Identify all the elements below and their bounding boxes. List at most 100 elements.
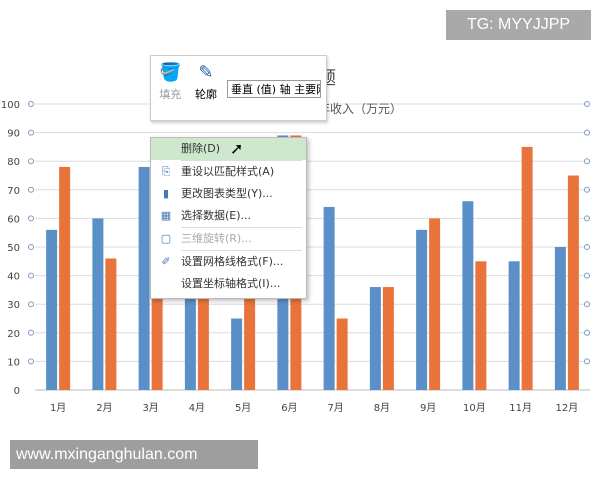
bar bbox=[508, 261, 520, 390]
selection-handle bbox=[28, 215, 34, 222]
menu-item: ▢ 三维旋转(R)... bbox=[151, 228, 306, 250]
bar bbox=[244, 275, 256, 390]
menu-item[interactable]: 设置坐标轴格式(I)... bbox=[151, 273, 306, 295]
watermark: www.mxinganghulan.com bbox=[10, 440, 258, 469]
mouse-cursor-icon: ➚ bbox=[230, 139, 244, 158]
selection-handle bbox=[28, 358, 34, 365]
pen-outline-icon: ✎ bbox=[198, 62, 214, 83]
menu-item[interactable]: 删除(D) bbox=[151, 138, 306, 160]
menu-item[interactable]: ▮ 更改图表类型(Y)... bbox=[151, 183, 306, 205]
chart-type-icon: ▮ bbox=[162, 187, 170, 200]
bar bbox=[138, 166, 150, 390]
context-menu: 删除(D) ⎘ 重设以匹配样式(A) ▮ 更改图表类型(Y)... ▦ 选择数据(E)...… bbox=[150, 137, 307, 299]
selection-handle bbox=[28, 129, 34, 136]
select-data-icon: ▦ bbox=[160, 209, 172, 222]
reset-style-icon: ⎘ bbox=[161, 165, 171, 178]
selection-handle bbox=[584, 215, 590, 222]
fill-button[interactable]: 🪣 填充 bbox=[159, 62, 181, 102]
bar bbox=[521, 146, 533, 390]
y-tick-label: 80 bbox=[7, 157, 20, 168]
selection-handle bbox=[28, 244, 34, 250]
format-mini-toolbar: 🪣 填充 ✎ 轮廓 垂直 (值) 轴 主要网格线 bbox=[150, 55, 327, 121]
bar bbox=[184, 252, 196, 390]
x-tick-label: 6月 bbox=[281, 402, 297, 414]
selection-handle bbox=[584, 358, 590, 365]
y-tick-label: 90 bbox=[7, 129, 20, 140]
bar bbox=[554, 247, 566, 390]
x-tick-label: 12月 bbox=[556, 402, 579, 414]
menu-item[interactable]: ▦ 选择数据(E)... bbox=[151, 205, 306, 227]
x-tick-label: 8月 bbox=[374, 402, 390, 414]
3d-rotate-icon: ▢ bbox=[160, 232, 172, 245]
menu-item-label: 更改图表类型(Y)... bbox=[181, 187, 273, 200]
x-tick-label: 9月 bbox=[420, 402, 436, 414]
menu-separator bbox=[181, 250, 302, 251]
y-tick-label: 70 bbox=[7, 186, 20, 197]
y-tick-label: 50 bbox=[7, 243, 20, 254]
selection-handle bbox=[28, 272, 34, 279]
bar bbox=[151, 247, 163, 390]
bar bbox=[336, 318, 348, 390]
selection-handle bbox=[584, 301, 590, 308]
bar bbox=[462, 201, 474, 390]
x-tick-label: 4月 bbox=[189, 402, 205, 414]
tg-badge: TG: MYYJJPP bbox=[446, 10, 591, 40]
x-tick-label: 11月 bbox=[509, 402, 532, 414]
bar bbox=[416, 229, 428, 390]
selection-handle bbox=[28, 158, 34, 165]
bar bbox=[369, 287, 381, 390]
selection-handle bbox=[28, 329, 34, 336]
chart-subtitle[interactable]: 年收入（万元） bbox=[318, 102, 403, 116]
bar bbox=[46, 229, 58, 390]
bar bbox=[323, 206, 335, 390]
y-tick-label: 20 bbox=[7, 329, 20, 340]
selection-handle bbox=[584, 129, 590, 136]
menu-item-label: 设置坐标轴格式(I)... bbox=[181, 277, 281, 290]
y-tick-label: 60 bbox=[7, 214, 20, 225]
menu-item[interactable]: ⎘ 重设以匹配样式(A) bbox=[151, 161, 306, 183]
bar bbox=[231, 318, 243, 390]
x-tick-label: 2月 bbox=[96, 402, 112, 414]
menu-item-label: 删除(D) bbox=[181, 142, 221, 155]
selection-handle bbox=[28, 301, 34, 308]
y-tick-label: 100 bbox=[1, 100, 20, 111]
x-tick-label: 7月 bbox=[327, 402, 343, 414]
bar bbox=[92, 218, 104, 390]
y-tick-label: 40 bbox=[7, 272, 20, 283]
x-tick-label: 5月 bbox=[235, 402, 251, 414]
menu-item-label: 选择数据(E)... bbox=[181, 209, 252, 222]
bar bbox=[59, 166, 71, 390]
paint-bucket-icon: 🪣 bbox=[159, 62, 182, 83]
selection-handle bbox=[584, 101, 590, 107]
selection-handle bbox=[584, 272, 590, 279]
bar bbox=[382, 287, 394, 390]
x-tick-label: 10月 bbox=[463, 402, 486, 414]
chart-element-value: 垂直 (值) 轴 主要网格线 bbox=[231, 83, 320, 96]
menu-item-label: 重设以匹配样式(A) bbox=[181, 165, 275, 178]
menu-separator bbox=[181, 160, 302, 161]
selection-handle bbox=[28, 186, 34, 193]
bar bbox=[105, 258, 117, 390]
bar bbox=[567, 175, 579, 390]
outline-label: 轮廓 bbox=[195, 88, 217, 101]
selection-handle bbox=[584, 186, 590, 193]
selection-handle bbox=[584, 329, 590, 336]
chart-element-select[interactable]: 垂直 (值) 轴 主要网格线 bbox=[227, 80, 321, 98]
menu-item-label: 设置网格线格式(F)... bbox=[181, 255, 284, 268]
selection-handle bbox=[584, 244, 590, 250]
bar bbox=[475, 261, 487, 390]
outline-button[interactable]: ✎ 轮廓 bbox=[195, 62, 217, 102]
y-tick-label: 0 bbox=[14, 386, 20, 397]
format-gridlines-icon: ✐ bbox=[161, 255, 171, 268]
bar bbox=[429, 218, 441, 390]
selection-handle bbox=[584, 158, 590, 165]
x-tick-label: 3月 bbox=[142, 402, 158, 414]
y-tick-label: 30 bbox=[7, 300, 20, 311]
menu-item[interactable]: ✐ 设置网格线格式(F)... bbox=[151, 251, 306, 273]
selection-handle bbox=[28, 101, 34, 107]
x-tick-label: 1月 bbox=[50, 402, 66, 414]
menu-separator bbox=[181, 227, 302, 228]
bar bbox=[197, 275, 209, 390]
fill-label: 填充 bbox=[159, 88, 182, 101]
